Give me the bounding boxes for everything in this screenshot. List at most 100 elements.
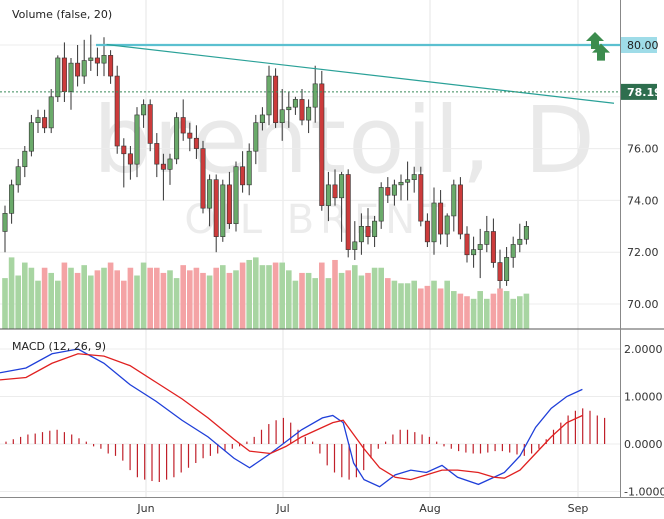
volume-bar — [134, 275, 140, 329]
volume-bars — [2, 257, 530, 329]
candle-body — [457, 184, 463, 235]
price-tick-label: 78.19 — [627, 86, 662, 99]
candle-body — [22, 150, 28, 168]
volume-bar — [444, 280, 450, 329]
volume-bar — [411, 280, 417, 329]
volume-bar — [200, 272, 206, 329]
candle-body — [398, 181, 404, 186]
volume-bar — [94, 270, 101, 329]
candle-body — [114, 75, 120, 147]
volume-bar — [279, 262, 285, 329]
candle-body — [504, 257, 510, 281]
volume-bar — [160, 272, 167, 329]
candle-body — [365, 226, 371, 237]
volume-bar — [127, 267, 134, 329]
candle-body — [339, 174, 345, 199]
volume-bar — [477, 291, 483, 329]
candle-body — [279, 109, 285, 123]
candle-body — [312, 83, 318, 108]
price-tick-label: 72.00 — [627, 246, 659, 259]
volume-bar — [173, 278, 180, 329]
candle-body — [88, 57, 94, 61]
candle-body — [391, 184, 397, 196]
candle-body — [444, 215, 450, 235]
price-tick-label: 76.00 — [627, 143, 659, 156]
volume-bar — [68, 267, 74, 329]
candle-body — [523, 226, 529, 240]
volume-bar — [121, 280, 127, 329]
candle-body — [385, 187, 391, 196]
time-tick-label: Aug — [419, 502, 440, 515]
trend-line — [106, 43, 615, 104]
volume-bar — [470, 298, 477, 329]
candle-body — [325, 184, 331, 206]
volume-bar — [147, 267, 153, 329]
price-tick-label: 80.00 — [627, 39, 659, 52]
macd-label: MACD (12, 26, 9) — [12, 340, 106, 353]
volume-bar — [352, 265, 358, 329]
level-price-badge — [621, 37, 657, 53]
volume-bar — [437, 288, 444, 329]
candle-body — [372, 220, 378, 237]
candle-body — [405, 179, 411, 183]
watermark-symbol: brentoil, D — [93, 87, 597, 194]
macd-panel — [0, 348, 606, 488]
price-tick-label: 70.00 — [627, 298, 659, 311]
candle-body — [477, 244, 483, 250]
candle-body — [207, 179, 213, 209]
candle-body — [121, 145, 127, 155]
candle-body — [299, 99, 305, 121]
candle-body — [497, 262, 503, 281]
volume-bar — [206, 275, 213, 329]
candle-body — [332, 184, 338, 199]
up-arrow-icon — [592, 43, 610, 61]
volume-bar — [345, 270, 351, 329]
axes: 80.00 78.19 76.00 74.00 72.00 70.00 2.0000 1.00… — [136, 37, 664, 515]
candle-body — [253, 122, 259, 152]
volume-bar — [246, 259, 252, 329]
candle-body — [55, 57, 61, 98]
candle-body — [352, 241, 358, 250]
candle-body — [160, 163, 166, 170]
volume-bar — [338, 272, 345, 329]
candle-body — [471, 249, 477, 256]
candles — [2, 34, 529, 289]
volume-bar — [497, 288, 503, 329]
candle-body — [48, 96, 54, 129]
up-arrow-icon — [586, 32, 604, 49]
volume-bar — [431, 280, 437, 329]
volume-bar — [371, 267, 378, 329]
candle-body — [286, 106, 292, 111]
candle-body — [134, 114, 140, 165]
volume-bar — [424, 285, 431, 329]
candle-body — [424, 220, 430, 243]
candle-body — [510, 244, 516, 258]
candle-body — [174, 117, 180, 160]
macd-tick-label: 0.0000 — [624, 438, 663, 451]
volume-bar — [61, 262, 68, 329]
volume-bar — [140, 262, 147, 329]
volume-bar — [457, 293, 464, 329]
volume-bar — [167, 270, 173, 329]
candle-body — [35, 117, 41, 123]
volume-bar — [404, 283, 411, 329]
candle-body — [259, 114, 265, 124]
candle-body — [101, 55, 107, 64]
volume-bar — [48, 272, 54, 329]
candle-body — [292, 99, 298, 108]
volume-bar — [28, 267, 35, 329]
volume-bar — [41, 267, 48, 329]
grid — [0, 0, 620, 497]
volume-bar — [503, 291, 510, 329]
candle-body — [9, 184, 15, 214]
candle-body — [517, 238, 523, 245]
candle-body — [418, 174, 424, 222]
volume-bar — [154, 267, 160, 329]
macd-line — [0, 348, 583, 488]
candle-body — [246, 150, 252, 186]
time-tick-label: Sep — [568, 502, 589, 515]
volume-bar — [292, 280, 299, 329]
volume-bar — [81, 265, 87, 329]
volume-bar — [35, 280, 41, 329]
volume-bar — [464, 296, 470, 329]
